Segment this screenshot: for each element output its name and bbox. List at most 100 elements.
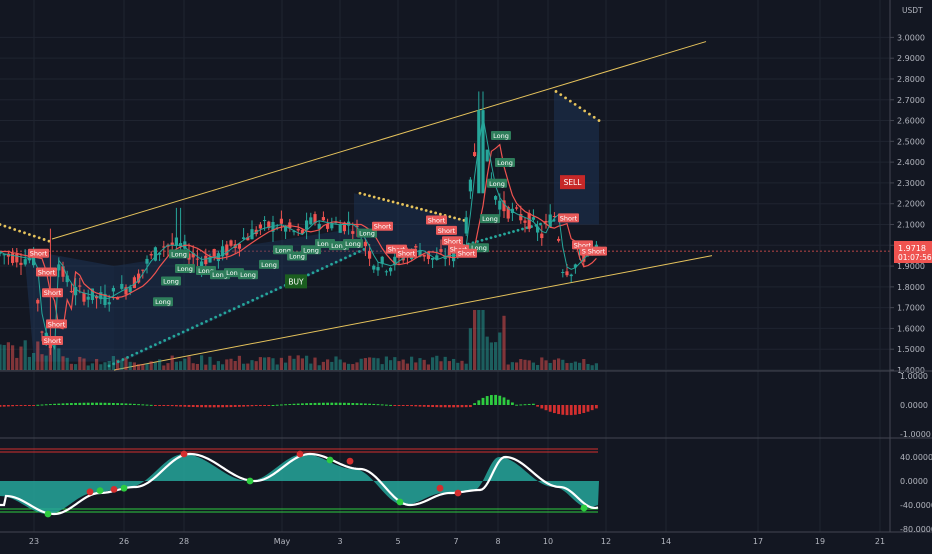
candle-body xyxy=(124,287,128,295)
macd-bar xyxy=(469,405,472,408)
ytick-label: 2.7000 xyxy=(897,96,925,105)
short-signal-box xyxy=(442,236,463,246)
volume-bar xyxy=(347,363,351,370)
volume-bar xyxy=(309,363,313,370)
candle-body xyxy=(485,149,489,162)
ytick-label: 2.8000 xyxy=(897,75,925,84)
volume-bar xyxy=(116,359,120,370)
volume-bar xyxy=(166,363,170,370)
cloud-area xyxy=(114,228,354,366)
candle-body xyxy=(111,287,115,292)
macd-bar xyxy=(36,404,40,406)
macd-bar xyxy=(435,405,439,408)
long-signal-label: Long xyxy=(317,240,333,248)
macd-bar xyxy=(196,405,199,408)
candle-body xyxy=(6,253,10,257)
trend-dot xyxy=(568,99,572,103)
xtick-label: 21 xyxy=(875,537,885,546)
trend-dot xyxy=(512,230,515,233)
candle-body xyxy=(594,244,598,248)
cloud-area xyxy=(554,91,599,225)
macd-bar xyxy=(385,404,388,406)
osc-cross-dot xyxy=(120,484,128,492)
channel-lower-line xyxy=(113,255,713,371)
trend-dot xyxy=(158,341,162,344)
candle-body xyxy=(65,275,69,283)
short-signal-box xyxy=(372,221,393,231)
volume-bar xyxy=(481,310,485,370)
volume-bar xyxy=(103,362,107,370)
trend-dot xyxy=(344,256,347,260)
macd-bar xyxy=(154,405,157,406)
volume-bar xyxy=(489,342,493,370)
volume-bar xyxy=(246,363,250,370)
volume-bar xyxy=(351,364,355,370)
trend-dot xyxy=(420,207,423,211)
trend-dot xyxy=(265,292,269,296)
volume-bar xyxy=(90,363,94,370)
trend-dot xyxy=(368,194,371,198)
macd-bar xyxy=(57,403,61,405)
long-signal-box xyxy=(153,297,173,307)
volume-bar xyxy=(124,357,128,370)
trend-dot xyxy=(218,313,222,317)
trend-dot xyxy=(453,216,456,220)
trend-dot xyxy=(386,199,390,203)
long-signal-label: Long xyxy=(493,132,509,140)
volume-bar xyxy=(410,356,414,370)
candle-body xyxy=(305,220,309,230)
trend-dot xyxy=(357,250,361,253)
trend-dot xyxy=(172,334,176,338)
ytick-label: 1.5000 xyxy=(897,345,925,354)
macd-bar xyxy=(427,405,430,407)
candle-body xyxy=(435,255,439,260)
candle-body xyxy=(116,297,120,300)
volume-bar xyxy=(200,355,204,370)
volume-bar xyxy=(78,356,82,370)
osc-cross-dot xyxy=(246,477,254,485)
macd-bar xyxy=(401,405,405,406)
volume-bar xyxy=(523,359,527,370)
candle-body xyxy=(468,179,472,192)
long-signal-box xyxy=(480,214,500,224)
volume-bar xyxy=(338,359,342,370)
trend-dot xyxy=(583,109,587,113)
volume-bar xyxy=(145,363,149,370)
candle-body xyxy=(393,256,397,266)
macd-bar xyxy=(112,402,115,405)
macd-bar xyxy=(61,403,65,405)
volume-bar xyxy=(515,362,519,370)
countdown-text: 01:07:56 xyxy=(898,253,932,262)
candle-body xyxy=(40,331,44,333)
candle-body xyxy=(376,267,380,271)
macd-bar xyxy=(183,405,187,407)
candle-body xyxy=(90,288,94,300)
candle-body xyxy=(137,273,141,283)
trend-dot xyxy=(348,254,352,258)
macd-bar xyxy=(343,402,346,405)
volume-bar xyxy=(69,363,73,370)
candle-body xyxy=(431,258,435,260)
macd-bar xyxy=(443,405,447,408)
ytick-label: 1.6000 xyxy=(897,324,925,333)
short-signal-label: Short xyxy=(374,223,392,231)
volume-bar xyxy=(187,356,191,370)
candle-body xyxy=(578,252,582,255)
long-signal-box xyxy=(169,249,189,259)
osc-ytick-label: 40.0000 xyxy=(900,453,932,462)
trend-dot xyxy=(8,226,12,230)
osc-cross-dot xyxy=(436,484,444,492)
ytick-label: 1.7000 xyxy=(897,304,925,313)
macd-bar xyxy=(254,405,258,406)
volume-bar xyxy=(36,341,40,370)
candle-body xyxy=(498,200,502,210)
volume-bar xyxy=(569,362,573,370)
short-signal-box xyxy=(436,225,457,235)
volume-bar xyxy=(82,358,86,370)
candle-body xyxy=(86,296,90,300)
ema-fast-line xyxy=(0,116,597,351)
trend-dot xyxy=(121,358,125,361)
macd-bar xyxy=(162,405,166,406)
volume-bar xyxy=(326,359,330,370)
